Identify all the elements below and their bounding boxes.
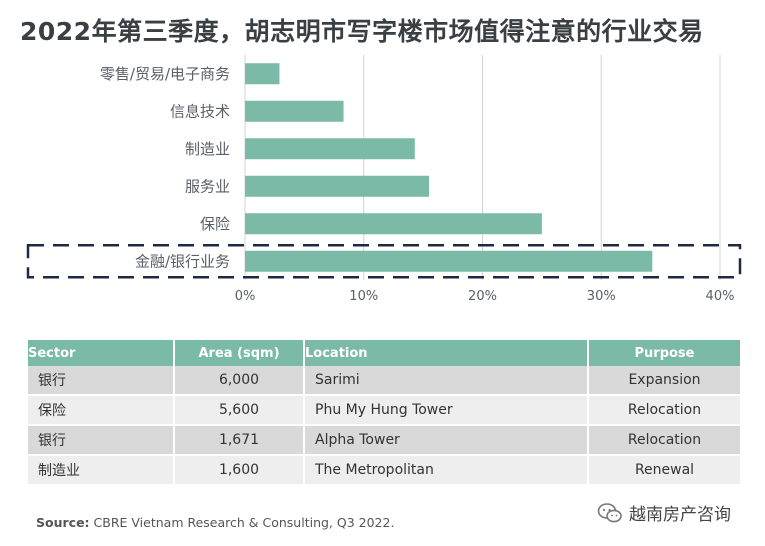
bar (245, 213, 542, 235)
highlight-box (26, 244, 742, 279)
header-sector: Sector (28, 340, 175, 366)
cell-purpose: Relocation (588, 395, 740, 426)
cell-sector: 制造业 (28, 455, 175, 486)
category-label: 制造业 (185, 140, 230, 158)
cell-location: Alpha Tower (304, 425, 589, 456)
bar (245, 138, 415, 160)
bar (245, 100, 344, 122)
category-label: 服务业 (185, 177, 230, 195)
source-note: Source: CBRE Vietnam Research & Consulti… (36, 515, 394, 530)
header-location: Location (304, 340, 589, 366)
x-tick-label: 40% (706, 289, 735, 304)
table-row: 银行 1,671 Alpha Tower Relocation (28, 425, 740, 456)
cell-purpose: Relocation (588, 425, 740, 456)
source-text: CBRE Vietnam Research & Consulting, Q3 2… (93, 515, 395, 530)
category-label: 零售/贸易/电子商务 (100, 65, 230, 83)
category-label: 保险 (200, 215, 230, 233)
category-label: 信息技术 (170, 102, 230, 120)
bar (245, 250, 653, 272)
cell-area: 5,600 (174, 395, 305, 426)
cell-sector: 银行 (28, 366, 175, 396)
x-tick-label: 20% (468, 289, 497, 304)
bar (245, 63, 280, 85)
table-row: 制造业 1,600 The Metropolitan Renewal (28, 455, 740, 486)
header-purpose: Purpose (588, 340, 740, 366)
header-area: Area (sqm) (174, 340, 305, 366)
cell-location: Phu My Hung Tower (304, 395, 589, 426)
category-label: 金融/银行业务 (135, 252, 230, 270)
table-row: 银行 6,000 Sarimi Expansion (28, 366, 740, 396)
x-tick-label: 10% (349, 289, 378, 304)
transactions-table: Sector Area (sqm) Location Purpose 银行 6,… (28, 340, 740, 486)
source-label: Source: (36, 515, 90, 530)
cell-purpose: Renewal (588, 455, 740, 486)
bar (245, 175, 430, 197)
x-tick-label: 0% (235, 289, 256, 304)
x-tick-label: 30% (587, 289, 616, 304)
cell-location: The Metropolitan (304, 455, 589, 486)
watermark: 越南房产咨询 (597, 500, 731, 525)
cell-area: 1,671 (174, 425, 305, 456)
table-row: 保险 5,600 Phu My Hung Tower Relocation (28, 395, 740, 426)
cell-purpose: Expansion (588, 366, 740, 396)
cell-area: 6,000 (174, 366, 305, 396)
cell-sector: 保险 (28, 395, 175, 426)
watermark-text: 越南房产咨询 (629, 505, 731, 525)
cell-sector: 银行 (28, 425, 175, 456)
table-header-row: Sector Area (sqm) Location Purpose (28, 340, 740, 366)
cell-area: 1,600 (174, 455, 305, 486)
bar-chart: 0% 10% 20% 30% 40% 零售/贸易/电子商务信息技术制造业服务业保险金融/银… (26, 55, 742, 304)
chart-title: 2022年第三季度，胡志明市写字楼市场值得注意的行业交易 (20, 17, 704, 46)
wechat-icon (597, 502, 622, 522)
cell-location: Sarimi (304, 366, 589, 396)
